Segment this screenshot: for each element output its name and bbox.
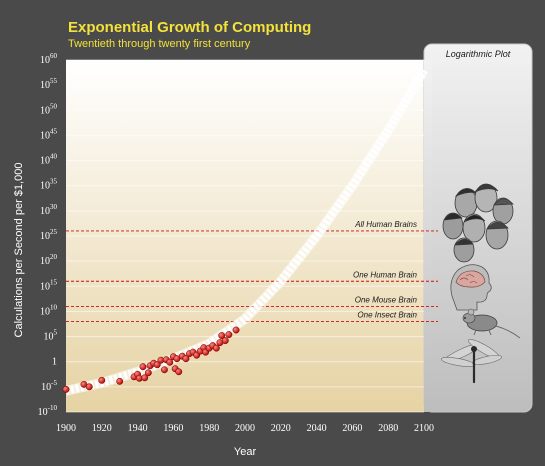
x-tick-label: 2100 [414,423,434,434]
y-tick-label: 1030 [40,203,58,217]
y-tick-label: 1035 [40,178,58,192]
trend-band [64,67,429,396]
data-point [139,363,147,371]
x-tick-labels: 1900 1920 1940 1960 1980 2000 2020 2040 2060 2080… [56,423,434,434]
data-point [153,361,161,369]
y-tick-label: 1060 [40,52,58,66]
data-point [166,358,174,366]
x-tick-label: 2000 [235,423,255,434]
y-tick-label: 10-5 [41,379,57,393]
y-tick-label: 1050 [40,102,58,116]
data-point [182,355,190,363]
y-tick-label: 1040 [40,153,58,167]
threshold-lines: All Human Brains One Human Brain One Mouse… [66,220,438,322]
data-point [175,368,183,376]
dragonfly-icon [440,339,502,384]
x-tick-label: 1940 [128,423,148,434]
y-tick-label: 10-10 [38,404,58,418]
x-tick-label: 1980 [199,423,219,434]
data-point [62,385,70,393]
data-point [225,331,233,339]
x-tick-label: 2060 [342,423,362,434]
y-tick-labels: 10-10 10-5 1 105 1010 1015 1020 1025 1030 1035 104… [38,52,58,418]
y-tick-label: 1055 [40,77,58,91]
y-axis-label: Calculations per Second per $1,000 [13,163,25,338]
data-point [218,332,226,340]
data-point [98,376,106,384]
side-panel: Logarithmic Plot [423,43,533,413]
x-tick-label: 2040 [307,423,327,434]
chart-title: Exponential Growth of Computing [68,19,311,36]
data-point [144,369,152,377]
y-tick-label: 1010 [40,303,58,317]
threshold-label: All Human Brains [354,220,417,229]
data-point [161,366,168,374]
x-tick-label: 1920 [92,423,112,434]
x-tick-label: 1900 [56,423,76,434]
x-tick-label: 1960 [163,423,183,434]
y-tick-label: 1 [52,357,57,368]
gridlines [66,59,424,413]
data-point [221,337,229,345]
threshold-label: One Mouse Brain [355,295,418,304]
data-point [116,377,124,385]
data-point [232,326,240,334]
threshold-label: One Insect Brain [357,310,417,319]
trend-band-line [65,68,428,395]
human-brain-head-icon [450,264,492,311]
y-tick-label: 1025 [40,228,58,242]
x-tick-label: 2080 [378,423,398,434]
data-point [212,344,220,352]
y-tick-label: 105 [44,329,58,343]
group-of-human-heads-icon [442,183,514,263]
x-tick-label: 2020 [271,423,291,434]
data-point [85,383,93,391]
mouse-icon [462,308,521,339]
side-panel-title: Logarithmic Plot [446,49,511,59]
y-tick-label: 1020 [40,253,58,267]
threshold-label: One Human Brain [353,270,418,279]
chart-subtitle: Twentieth through twenty first century [68,38,251,50]
y-tick-label: 1015 [40,278,58,292]
data-point [141,374,149,382]
x-axis-label: Year [234,446,257,458]
data-points [62,326,240,393]
y-tick-label: 1045 [40,127,58,141]
